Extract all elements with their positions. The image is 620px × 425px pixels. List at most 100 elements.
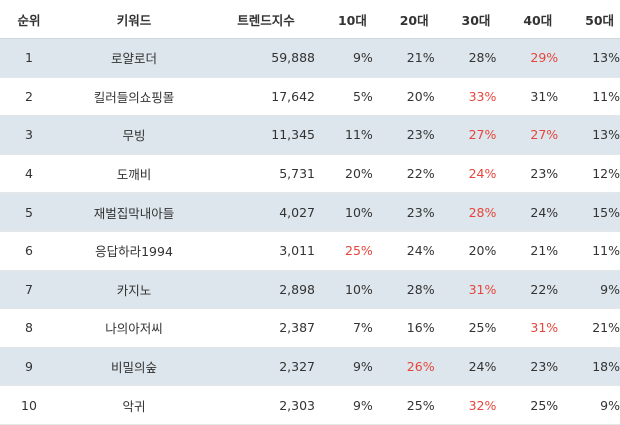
pct-cell-40s: 22% <box>506 270 569 310</box>
table-row: 9 비밀의숲 2,327 9% 26% 24% 23% 18% <box>0 347 620 387</box>
pct-cell-50s: 21% <box>568 308 620 348</box>
keyword-cell: 카지노 <box>58 270 210 310</box>
pct-cell-10s: 5% <box>321 77 383 117</box>
pct-cell-30s: 33% <box>444 77 507 117</box>
pct-cell-50s: 12% <box>568 154 620 194</box>
pct-cell-50s: 15% <box>568 192 620 232</box>
pct-cell-40s: 23% <box>506 347 569 387</box>
rank-cell: 9 <box>0 347 58 387</box>
header-rank: 순위 <box>0 0 58 39</box>
header-10s: 10대 <box>321 0 383 39</box>
pct-cell-40s: 31% <box>506 77 569 117</box>
keyword-cell: 로얄로더 <box>58 38 210 78</box>
rank-cell: 7 <box>0 270 58 310</box>
rank-cell: 1 <box>0 38 58 78</box>
pct-cell-30s: 28% <box>444 38 507 78</box>
trend-index-cell: 4,027 <box>210 192 321 232</box>
pct-cell-30s: 24% <box>444 154 507 194</box>
pct-cell-30s: 20% <box>444 231 507 271</box>
pct-cell-10s: 9% <box>321 385 383 425</box>
table-row: 10 악귀 2,303 9% 25% 32% 25% 9% <box>0 385 620 425</box>
header-40s: 40대 <box>506 0 569 39</box>
pct-cell-30s: 27% <box>444 115 507 155</box>
pct-cell-20s: 24% <box>382 231 445 271</box>
rank-cell: 3 <box>0 115 58 155</box>
header-row: 순위 키워드 트렌드지수 10대 20대 30대 40대 50대 <box>0 0 620 39</box>
rank-cell: 10 <box>0 385 58 425</box>
pct-cell-10s: 9% <box>321 38 383 78</box>
pct-cell-20s: 21% <box>382 38 445 78</box>
pct-cell-30s: 24% <box>444 347 507 387</box>
pct-cell-10s: 10% <box>321 270 383 310</box>
pct-cell-50s: 11% <box>568 77 620 117</box>
trend-index-cell: 59,888 <box>210 38 321 78</box>
header-keyword: 키워드 <box>58 0 210 39</box>
pct-cell-10s: 10% <box>321 192 383 232</box>
table-row: 1 로얄로더 59,888 9% 21% 28% 29% 13% <box>0 38 620 78</box>
table-row: 8 나의아저씨 2,387 7% 16% 25% 31% 21% <box>0 308 620 348</box>
keyword-cell: 악귀 <box>58 385 210 425</box>
trend-index-cell: 2,303 <box>210 385 321 425</box>
table-row: 4 도깨비 5,731 20% 22% 24% 23% 12% <box>0 154 620 194</box>
trend-index-cell: 2,387 <box>210 308 321 348</box>
keyword-cell: 나의아저씨 <box>58 308 210 348</box>
pct-cell-30s: 31% <box>444 270 507 310</box>
pct-cell-50s: 9% <box>568 385 620 425</box>
pct-cell-40s: 25% <box>506 385 569 425</box>
trend-index-cell: 17,642 <box>210 77 321 117</box>
pct-cell-40s: 31% <box>506 308 569 348</box>
table-row: 6 응답하라1994 3,011 25% 24% 20% 21% 11% <box>0 231 620 271</box>
pct-cell-20s: 23% <box>382 115 445 155</box>
pct-cell-20s: 26% <box>382 347 445 387</box>
header-trend-index: 트렌드지수 <box>210 0 321 39</box>
pct-cell-50s: 13% <box>568 38 620 78</box>
trend-index-cell: 11,345 <box>210 115 321 155</box>
pct-cell-30s: 28% <box>444 192 507 232</box>
pct-cell-10s: 7% <box>321 308 383 348</box>
keyword-cell: 무빙 <box>58 115 210 155</box>
pct-cell-30s: 32% <box>444 385 507 425</box>
pct-cell-40s: 24% <box>506 192 569 232</box>
table-row: 7 카지노 2,898 10% 28% 31% 22% 9% <box>0 270 620 310</box>
header-50s: 50대 <box>568 0 620 39</box>
pct-cell-10s: 25% <box>321 231 383 271</box>
table-row: 2 킬러들의쇼핑몰 17,642 5% 20% 33% 31% 11% <box>0 77 620 117</box>
trend-index-cell: 2,327 <box>210 347 321 387</box>
keyword-cell: 킬러들의쇼핑몰 <box>58 77 210 117</box>
pct-cell-20s: 20% <box>382 77 445 117</box>
pct-cell-50s: 13% <box>568 115 620 155</box>
pct-cell-20s: 25% <box>382 385 445 425</box>
header-30s: 30대 <box>444 0 507 39</box>
pct-cell-20s: 23% <box>382 192 445 232</box>
table-row: 3 무빙 11,345 11% 23% 27% 27% 13% <box>0 115 620 155</box>
pct-cell-50s: 18% <box>568 347 620 387</box>
rank-cell: 2 <box>0 77 58 117</box>
pct-cell-20s: 28% <box>382 270 445 310</box>
pct-cell-10s: 20% <box>321 154 383 194</box>
pct-cell-40s: 27% <box>506 115 569 155</box>
pct-cell-10s: 11% <box>321 115 383 155</box>
pct-cell-50s: 9% <box>568 270 620 310</box>
pct-cell-20s: 22% <box>382 154 445 194</box>
keyword-cell: 재벌집막내아들 <box>58 192 210 232</box>
rank-cell: 4 <box>0 154 58 194</box>
trend-index-cell: 5,731 <box>210 154 321 194</box>
header-20s: 20대 <box>382 0 445 39</box>
rank-cell: 6 <box>0 231 58 271</box>
trend-index-cell: 2,898 <box>210 270 321 310</box>
rank-cell: 8 <box>0 308 58 348</box>
pct-cell-50s: 11% <box>568 231 620 271</box>
pct-cell-40s: 21% <box>506 231 569 271</box>
keyword-cell: 도깨비 <box>58 154 210 194</box>
pct-cell-40s: 29% <box>506 38 569 78</box>
pct-cell-20s: 16% <box>382 308 445 348</box>
keyword-cell: 비밀의숲 <box>58 347 210 387</box>
keyword-cell: 응답하라1994 <box>58 231 210 271</box>
pct-cell-40s: 23% <box>506 154 569 194</box>
table-row: 5 재벌집막내아들 4,027 10% 23% 28% 24% 15% <box>0 192 620 232</box>
trend-index-cell: 3,011 <box>210 231 321 271</box>
pct-cell-10s: 9% <box>321 347 383 387</box>
rank-cell: 5 <box>0 192 58 232</box>
pct-cell-30s: 25% <box>444 308 507 348</box>
